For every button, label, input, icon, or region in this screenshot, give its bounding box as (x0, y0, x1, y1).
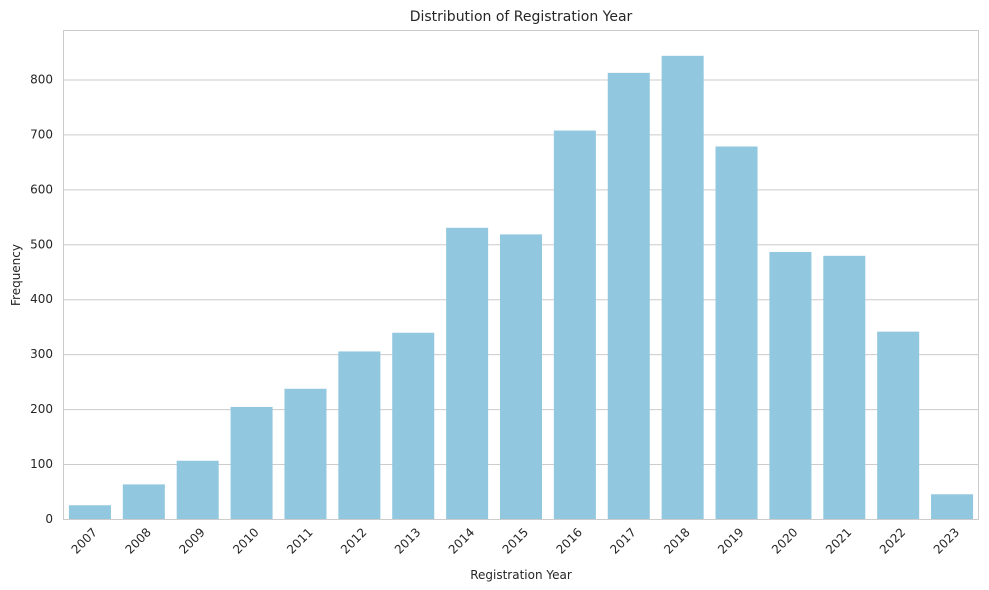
x-tick-label: 2009 (176, 525, 207, 556)
bar-2020 (769, 251, 812, 520)
x-tick-label: 2023 (931, 525, 962, 556)
y-tick-label: 100 (30, 457, 53, 471)
bar-2011 (284, 388, 327, 519)
bar-2022 (877, 331, 920, 519)
x-tick-label: 2012 (338, 525, 369, 556)
y-tick-label: 300 (30, 347, 53, 361)
chart-title: Distribution of Registration Year (410, 9, 633, 25)
x-tick-label: 2014 (446, 525, 477, 556)
bar-2019 (715, 146, 758, 519)
x-tick-labels: 2007 2008 2009 2010 2011 2012 2013 2014 2015 2016… (69, 525, 963, 556)
y-tick-label: 200 (30, 402, 53, 416)
x-tick-label: 2010 (230, 525, 261, 556)
bar-2007 (68, 505, 111, 519)
y-tick-labels: 0 100 200 300 400 500 600 700 800 (30, 72, 53, 526)
bar-2014 (446, 227, 489, 519)
y-axis-label: Frequency (9, 244, 23, 306)
x-tick-label: 2020 (769, 525, 800, 556)
bar-2018 (661, 55, 704, 519)
y-tick-label: 400 (30, 292, 53, 306)
x-tick-label: 2022 (877, 525, 908, 556)
x-tick-label: 2013 (392, 525, 423, 556)
x-tick-label: 2007 (69, 525, 100, 556)
bars (68, 55, 974, 520)
y-tick-label: 600 (30, 182, 53, 196)
y-tick-label: 800 (30, 72, 53, 86)
bar-2016 (553, 130, 596, 520)
y-tick-label: 700 (30, 127, 53, 141)
x-tick-label: 2018 (661, 525, 692, 556)
plot-frame (63, 30, 979, 520)
bar-2023 (931, 494, 974, 519)
y-tick-label: 500 (30, 237, 53, 251)
x-axis-label: Registration Year (470, 568, 572, 582)
x-tick-label: 2011 (284, 525, 315, 556)
bar-2008 (122, 484, 165, 519)
y-tick-label: 0 (45, 512, 53, 526)
x-tick-label: 2021 (823, 525, 854, 556)
bar-2013 (392, 332, 435, 519)
bar-2021 (823, 255, 866, 520)
x-tick-label: 2017 (607, 525, 638, 556)
x-tick-label: 2019 (715, 525, 746, 556)
bar-2017 (607, 72, 650, 520)
bar-2012 (338, 351, 381, 519)
x-tick-label: 2008 (122, 525, 153, 556)
bar-2009 (176, 460, 219, 519)
x-tick-label: 2016 (554, 525, 585, 556)
bar-2010 (230, 406, 273, 519)
x-tick-label: 2015 (500, 525, 531, 556)
bar-2015 (499, 234, 543, 520)
